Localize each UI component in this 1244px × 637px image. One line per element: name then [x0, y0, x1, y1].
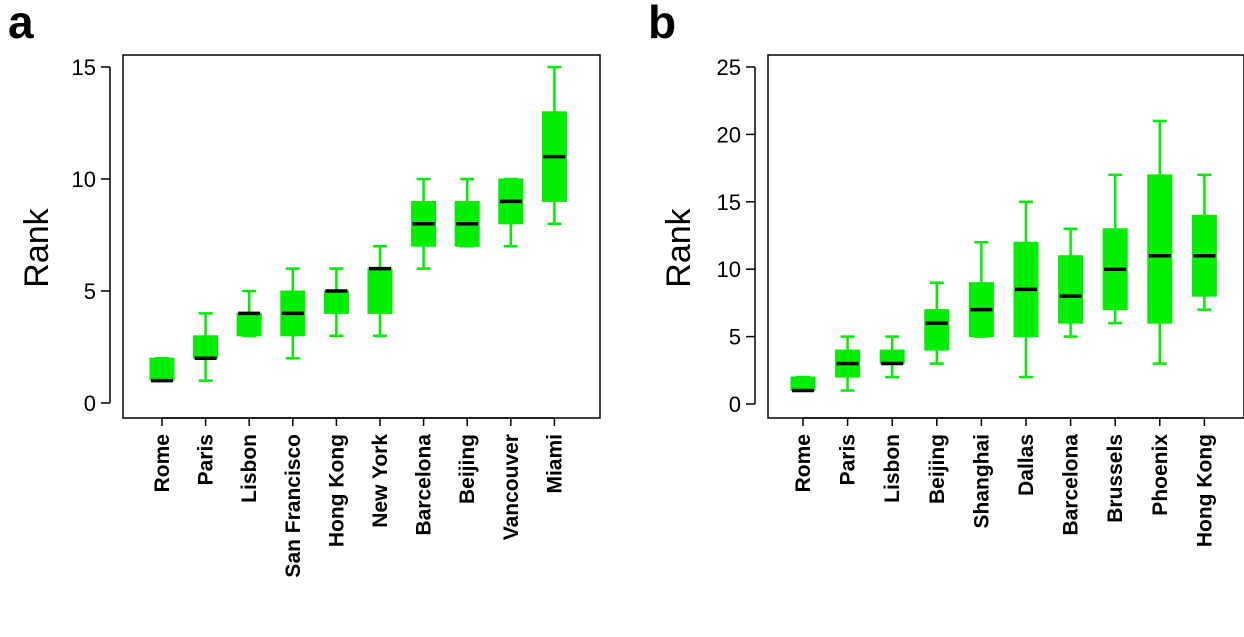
x-axis-b: Rome Paris Lisbon Beijing Shanghai Dallas Barc…	[792, 417, 1216, 547]
panel-letter-b: b	[648, 0, 676, 48]
box-rome	[149, 356, 175, 383]
box-vancouver	[498, 177, 524, 248]
plot-frame-a	[122, 54, 601, 419]
iqr-box	[323, 290, 349, 314]
box-shanghai	[968, 240, 994, 338]
iqr-box	[193, 335, 219, 359]
y-tick-label: 0	[84, 391, 96, 416]
panel-letter-a: a	[8, 0, 34, 48]
y-tick-label: 15	[72, 55, 96, 80]
box-beijing	[924, 281, 950, 365]
panel-b: b Rank 0 5 10 15 20 25 Rome Paris Lisbon Beijing…	[648, 0, 1244, 547]
box-phoenix	[1147, 119, 1173, 365]
y-tick-label: 5	[729, 325, 741, 350]
x-tick-label: Beijing	[926, 434, 949, 504]
x-axis-a: Rome Paris Lisbon San Francisco Hong Kong New…	[151, 417, 566, 578]
iqr-box	[149, 357, 175, 382]
iqr-box	[1147, 174, 1173, 324]
box-paris	[193, 312, 219, 382]
x-tick-label: Phoenix	[1149, 434, 1172, 516]
x-tick-label: Beijing	[456, 434, 479, 504]
box-new-york	[367, 244, 393, 338]
y-axis-label-a: Rank	[18, 207, 56, 287]
box-lisbon	[879, 335, 905, 379]
panel-a: a Rank 0 5 10 15 Rome Paris Lisbon San Francis…	[8, 0, 601, 578]
y-tick-label: 15	[717, 190, 741, 215]
box-barcelona	[1058, 227, 1084, 338]
x-tick-label: Lisbon	[238, 434, 261, 503]
iqr-box	[924, 309, 950, 351]
box-brussels	[1102, 173, 1128, 325]
y-axis-a: 0 5 10 15	[72, 55, 111, 416]
y-tick-label: 20	[717, 122, 741, 147]
x-tick-label: Barcelona	[413, 434, 436, 536]
x-tick-label: Dallas	[1015, 434, 1038, 496]
y-tick-label: 0	[729, 392, 741, 417]
y-tick-label: 10	[72, 167, 96, 192]
box-miami	[541, 65, 567, 226]
box-paris	[835, 335, 861, 392]
x-tick-label: San Francisco	[282, 434, 305, 578]
x-tick-label: Lisbon	[881, 434, 904, 503]
box-rome	[790, 375, 816, 393]
iqr-box	[236, 312, 262, 337]
x-tick-label: Brussels	[1104, 434, 1127, 523]
y-tick-label: 25	[717, 55, 741, 80]
boxes-a	[149, 65, 567, 383]
x-tick-label: Barcelona	[1060, 434, 1083, 536]
iqr-box	[367, 268, 393, 314]
box-hong-kong	[1191, 173, 1217, 311]
x-tick-label: Hong Kong	[325, 434, 348, 547]
x-tick-label: Miami	[543, 434, 566, 494]
box-hong-kong	[323, 267, 349, 338]
x-tick-label: Hong Kong	[1193, 434, 1216, 547]
box-barcelona	[411, 177, 437, 270]
x-tick-label: Paris	[837, 434, 860, 485]
x-tick-label: Shanghai	[970, 434, 993, 529]
boxes-b	[790, 119, 1217, 393]
x-tick-label: New York	[369, 434, 392, 528]
iqr-box	[1058, 255, 1084, 324]
x-tick-label: Paris	[195, 434, 218, 485]
y-tick-label: 10	[717, 257, 741, 282]
box-san-francisco	[280, 267, 306, 360]
iqr-box	[879, 349, 905, 365]
x-tick-label: Rome	[792, 434, 815, 492]
y-tick-label: 5	[84, 279, 96, 304]
x-tick-label: Rome	[151, 434, 174, 492]
box-beijing	[454, 177, 480, 248]
y-axis-b: 0 5 10 15 20 25	[717, 55, 756, 417]
y-axis-label-b: Rank	[660, 207, 698, 287]
box-lisbon	[236, 289, 262, 338]
box-dallas	[1013, 200, 1039, 379]
x-tick-label: Vancouver	[500, 434, 523, 540]
iqr-box	[790, 376, 816, 392]
